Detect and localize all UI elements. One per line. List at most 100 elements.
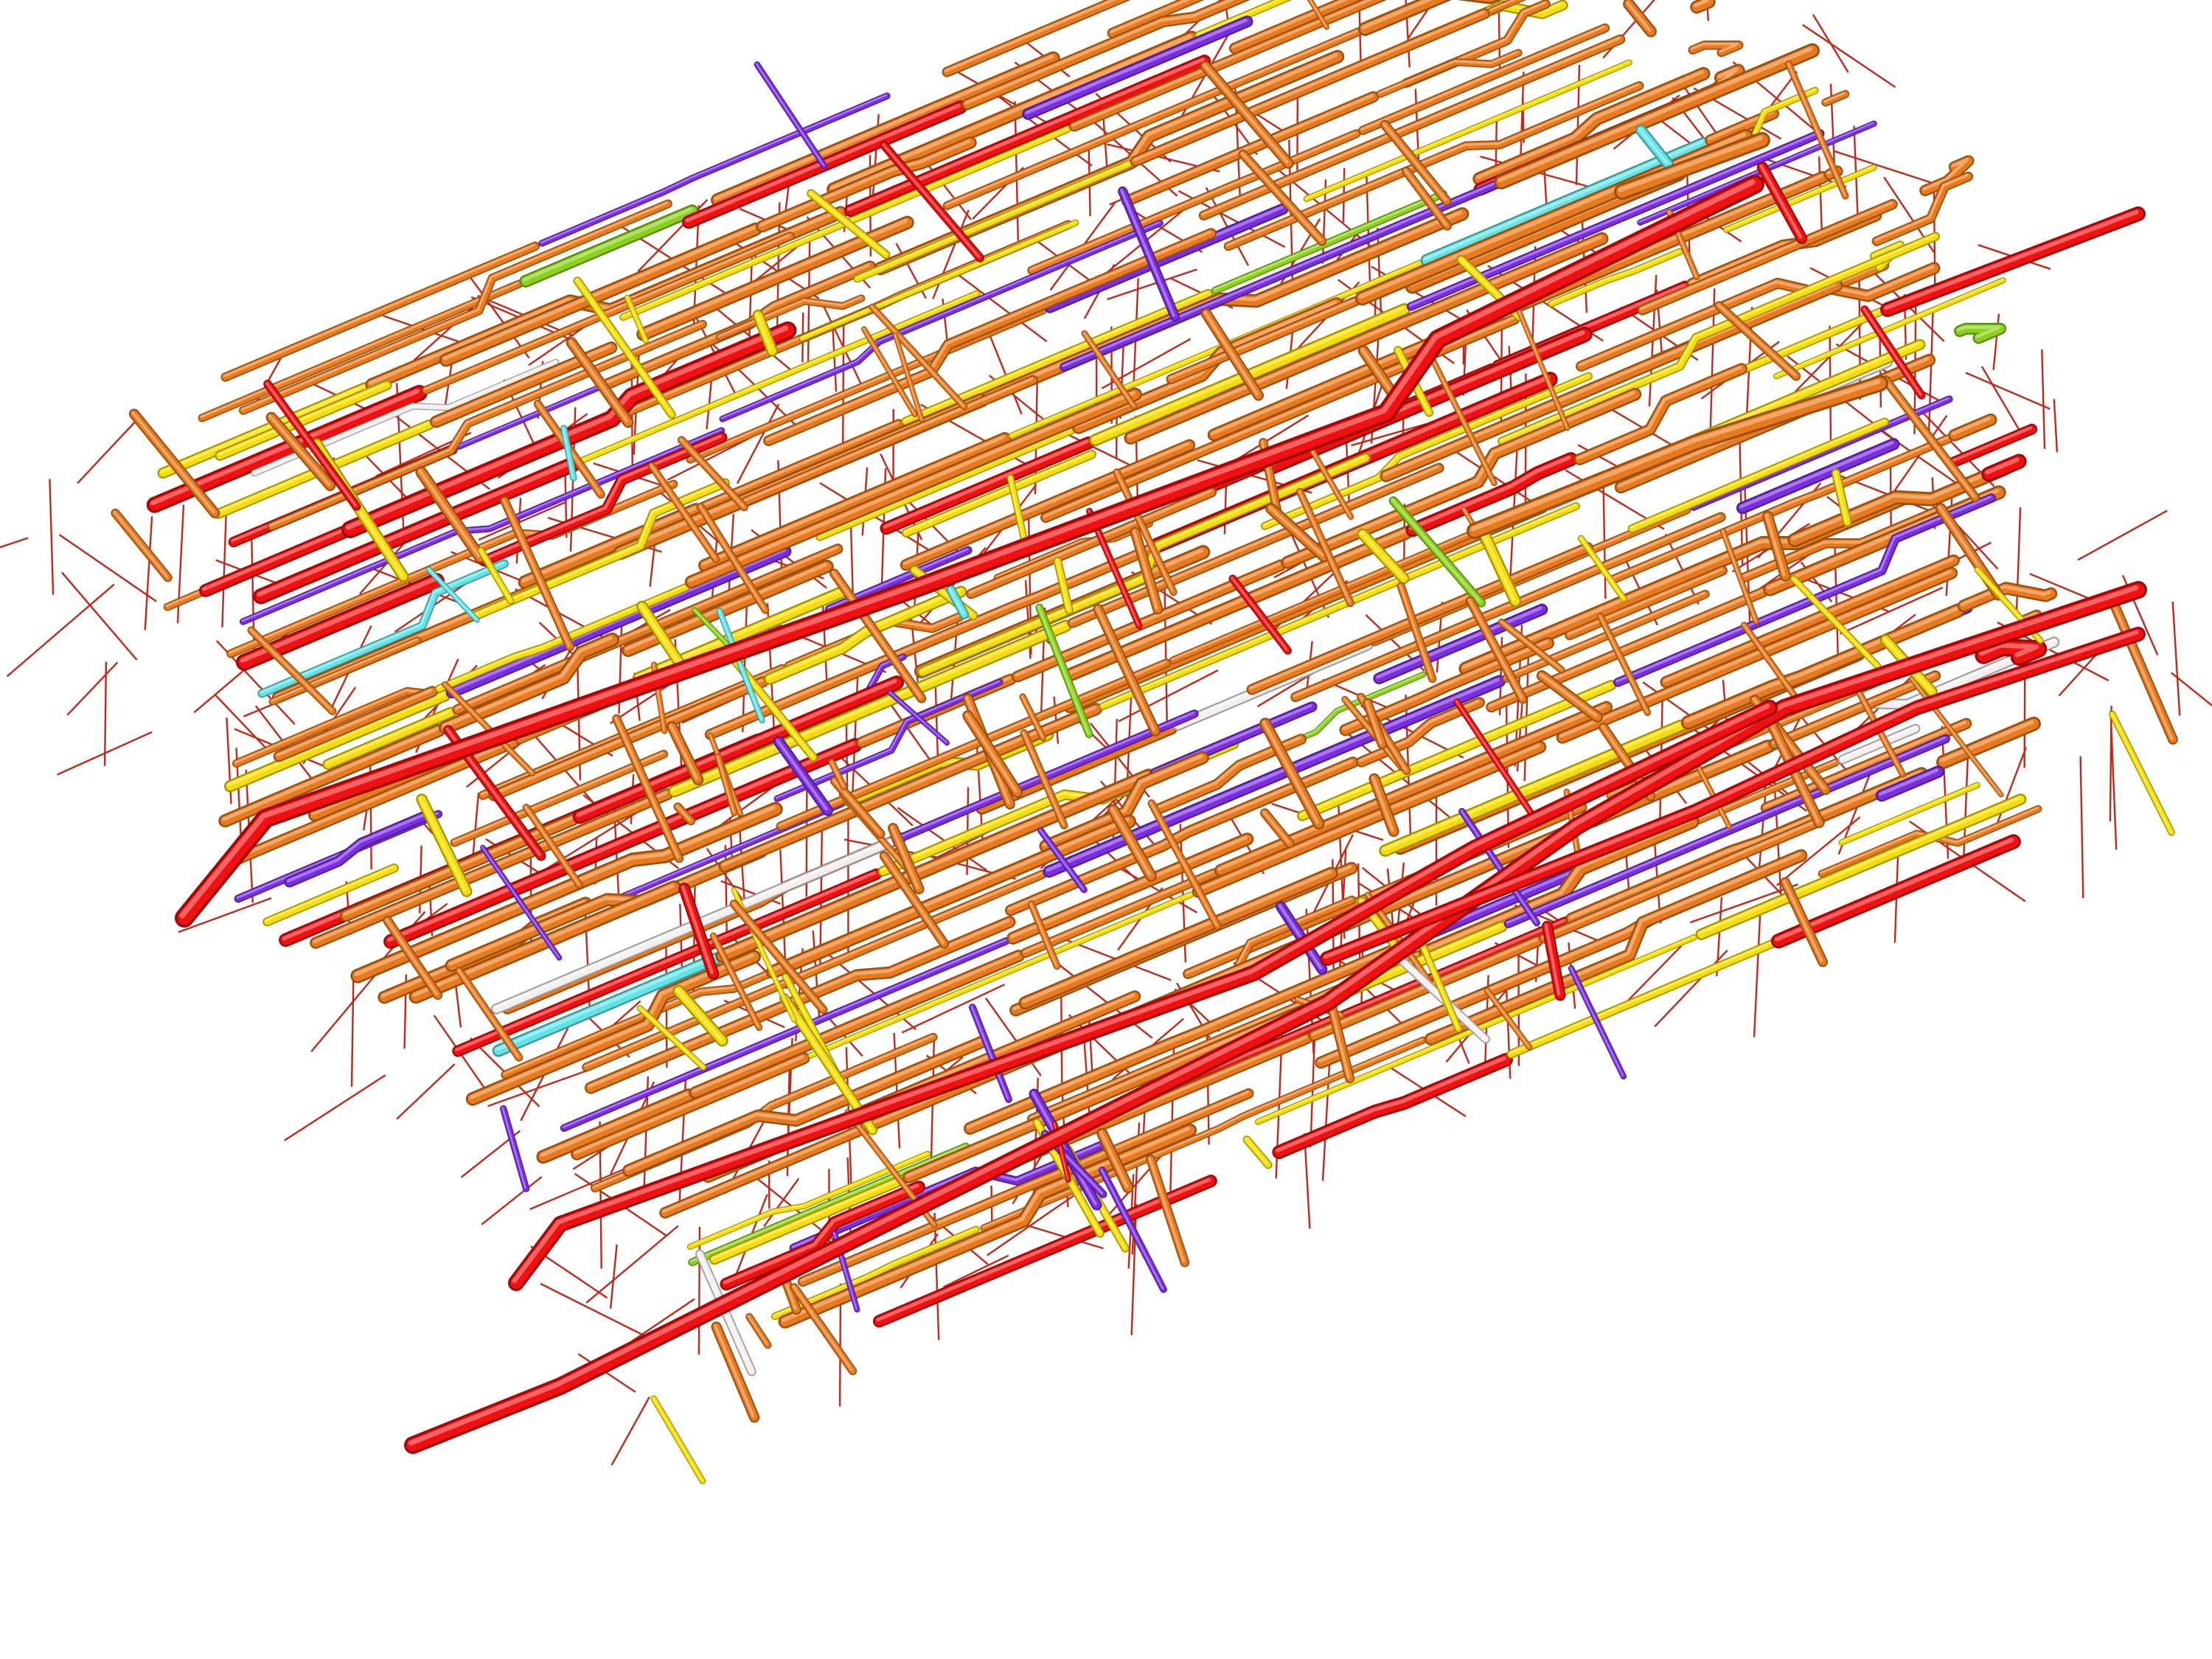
tube-segment — [765, 814, 1136, 979]
thin-link — [1871, 423, 1969, 493]
tube-segment — [1487, 0, 1527, 15]
thin-link — [707, 300, 793, 372]
tube-segment — [435, 582, 690, 693]
tube-segment — [1688, 41, 1744, 58]
thin-link — [1057, 428, 1135, 468]
cross-member — [265, 411, 336, 491]
thin-link — [1303, 1133, 1311, 1229]
cross-member — [892, 332, 925, 423]
tube-segment — [966, 487, 1217, 599]
thin-link — [2170, 672, 2212, 707]
tube-segment — [1272, 1052, 1513, 1159]
tube-segment — [1637, 120, 1877, 226]
thin-link — [2041, 349, 2046, 449]
cross-member — [1027, 900, 1061, 970]
cross-member — [888, 823, 925, 894]
tube-segment — [235, 572, 445, 671]
main-red-tube — [1320, 627, 2146, 966]
tube-segment — [1871, 171, 1974, 246]
thin-link — [943, 1254, 1009, 1288]
tube-segment — [1736, 438, 1900, 515]
thin-link — [250, 530, 256, 661]
tube-segment — [1981, 453, 2027, 482]
cross-member — [1756, 161, 1808, 245]
tube-segment — [536, 1088, 695, 1164]
cross-member — [1388, 496, 1486, 608]
thin-link — [987, 331, 1023, 415]
thin-link — [529, 1164, 635, 1211]
tube-segment — [704, 543, 1157, 740]
tube-segment — [1130, 8, 1490, 167]
cross-member — [1093, 604, 1161, 737]
cross-member — [754, 61, 828, 170]
tube-segment — [1838, 782, 1980, 846]
thin-link — [955, 272, 1048, 343]
cross-member — [1380, 119, 1452, 206]
tube-segment — [224, 689, 451, 793]
thin-link — [144, 516, 153, 630]
cross-member — [1541, 920, 1566, 1001]
cross-member — [1397, 582, 1437, 684]
tube-segment — [439, 222, 762, 367]
tube-segment — [1769, 670, 1941, 750]
thin-link — [49, 479, 55, 595]
tube-segment — [1107, 0, 1205, 39]
cross-member — [729, 900, 828, 1015]
cross-member — [1363, 698, 1387, 750]
cross-member — [1536, 669, 1603, 723]
thin-link — [1407, 0, 1436, 40]
cross-member — [1831, 468, 1852, 527]
thin-link — [2171, 602, 2181, 716]
tube-segment — [1975, 639, 2048, 667]
cross-member — [1107, 804, 1157, 882]
tube-segment — [718, 703, 1103, 872]
tube-segment — [1207, 326, 1462, 442]
cross-member — [1714, 301, 1801, 381]
cross-member — [1741, 622, 1799, 701]
cross-member — [1597, 613, 1652, 716]
cross-member — [500, 1105, 530, 1192]
cross-member — [1098, 1166, 1167, 1293]
tube-segment — [764, 585, 967, 685]
thin-link — [1834, 150, 1938, 186]
thin-link — [832, 324, 838, 392]
tube-segment — [519, 204, 699, 288]
tube-segment — [240, 427, 726, 625]
tube-segment — [1936, 717, 2041, 770]
cross-member — [247, 626, 337, 715]
tube-segment — [253, 456, 581, 605]
tube-segment — [1614, 132, 1770, 200]
cross-member — [1458, 807, 1540, 927]
tube-segment — [917, 453, 1371, 677]
tube-segment — [157, 382, 371, 479]
thin-link — [1812, 14, 1849, 73]
tube-segment — [1502, 589, 1710, 683]
tube-segment — [942, 27, 1363, 210]
tube-segment — [1548, 248, 1683, 307]
tube-segment — [1297, 680, 1617, 821]
tube-segment — [1948, 413, 1997, 442]
thin-link — [1130, 1203, 1138, 1335]
cross-member — [830, 568, 927, 703]
tube-segment — [1573, 363, 1747, 465]
tube-segment — [686, 1150, 931, 1250]
cross-member — [861, 326, 918, 417]
main-red-tube — [404, 581, 2147, 1454]
tube-segment — [322, 706, 456, 771]
cross-member — [667, 721, 704, 786]
tube-segment — [572, 675, 905, 824]
thin-link — [60, 571, 138, 661]
cross-member — [1130, 526, 1164, 615]
cross-member — [480, 844, 563, 961]
thin-link — [1664, 533, 1700, 605]
cross-member — [880, 141, 985, 262]
tube-segment — [720, 1180, 925, 1291]
tube-segment — [961, 0, 1251, 111]
tube-segment — [622, 1035, 989, 1177]
tube-segment — [1660, 554, 1960, 689]
tube-segment — [900, 439, 1196, 571]
cross-member — [1053, 557, 1074, 615]
tube-segment — [472, 478, 730, 620]
tube-segment — [215, 380, 392, 461]
cross-member — [1020, 728, 1068, 830]
